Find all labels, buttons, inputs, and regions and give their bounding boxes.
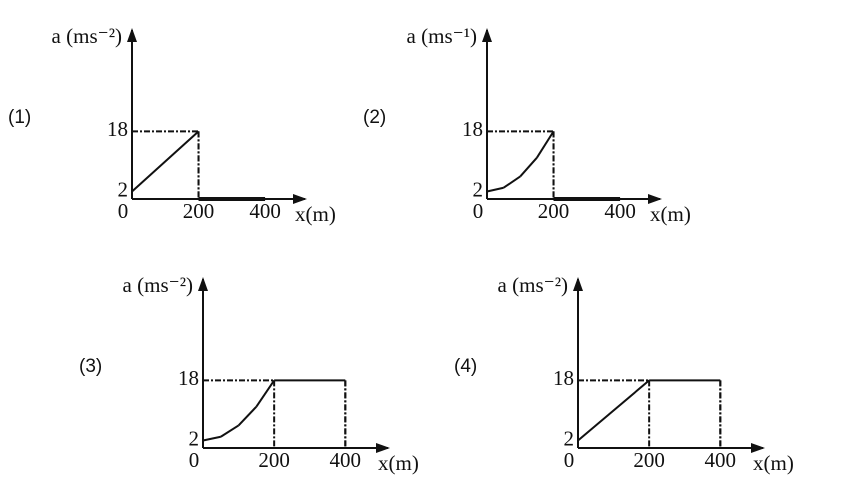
x-tick-label: 400 bbox=[330, 448, 362, 472]
y-axis-arrow bbox=[573, 277, 583, 291]
x-axis-label: x(m) bbox=[378, 451, 419, 475]
x-tick-label: 400 bbox=[249, 199, 281, 223]
y-axis-label: a (ms⁻¹) bbox=[407, 24, 477, 48]
option-label: (1) bbox=[8, 107, 31, 128]
x-tick-label: 200 bbox=[538, 199, 570, 223]
x-tick-label: 400 bbox=[604, 199, 636, 223]
graph-segment bbox=[237, 406, 258, 427]
y-axis-label: a (ms⁻²) bbox=[52, 24, 122, 48]
y-tick-label: 18 bbox=[553, 366, 574, 390]
y-axis-arrow bbox=[482, 28, 492, 42]
y-axis-arrow bbox=[198, 277, 208, 291]
y-tick-label: 18 bbox=[462, 117, 483, 141]
graph-segment bbox=[220, 424, 240, 438]
x-axis-arrow bbox=[376, 443, 390, 453]
y-tick-label: 2 bbox=[564, 426, 575, 450]
x-tick-label: 200 bbox=[258, 448, 290, 472]
x-axis-label: x(m) bbox=[753, 451, 794, 475]
option-label: (2) bbox=[363, 107, 386, 128]
x-tick-label: 0 bbox=[473, 199, 484, 223]
x-axis-label: x(m) bbox=[295, 202, 336, 226]
graph-segment bbox=[503, 175, 521, 189]
graph-segment bbox=[519, 157, 538, 178]
y-axis-label: a (ms⁻²) bbox=[123, 273, 193, 297]
y-tick-label: 2 bbox=[118, 177, 129, 201]
graph-segment bbox=[486, 186, 504, 193]
option-label: (4) bbox=[454, 356, 477, 377]
graph-segment bbox=[255, 379, 275, 408]
y-tick-label: 2 bbox=[473, 177, 484, 201]
y-axis-arrow bbox=[127, 28, 137, 42]
y-tick-label: 18 bbox=[178, 366, 199, 390]
graph-segment bbox=[577, 379, 650, 442]
x-tick-label: 0 bbox=[189, 448, 200, 472]
x-tick-label: 0 bbox=[118, 199, 129, 223]
x-axis-label: x(m) bbox=[650, 202, 691, 226]
graph-segment bbox=[202, 435, 221, 442]
graph-segment bbox=[536, 130, 555, 159]
x-axis-arrow bbox=[293, 194, 307, 204]
x-axis-arrow bbox=[751, 443, 765, 453]
x-axis-arrow bbox=[648, 194, 662, 204]
x-tick-label: 200 bbox=[183, 199, 215, 223]
x-tick-label: 200 bbox=[633, 448, 665, 472]
y-axis-label: a (ms⁻²) bbox=[498, 273, 568, 297]
x-tick-label: 0 bbox=[564, 448, 575, 472]
graph-segment bbox=[131, 130, 200, 193]
x-tick-label: 400 bbox=[705, 448, 737, 472]
option-label: (3) bbox=[79, 356, 102, 377]
y-tick-label: 18 bbox=[107, 117, 128, 141]
y-tick-label: 2 bbox=[189, 426, 200, 450]
